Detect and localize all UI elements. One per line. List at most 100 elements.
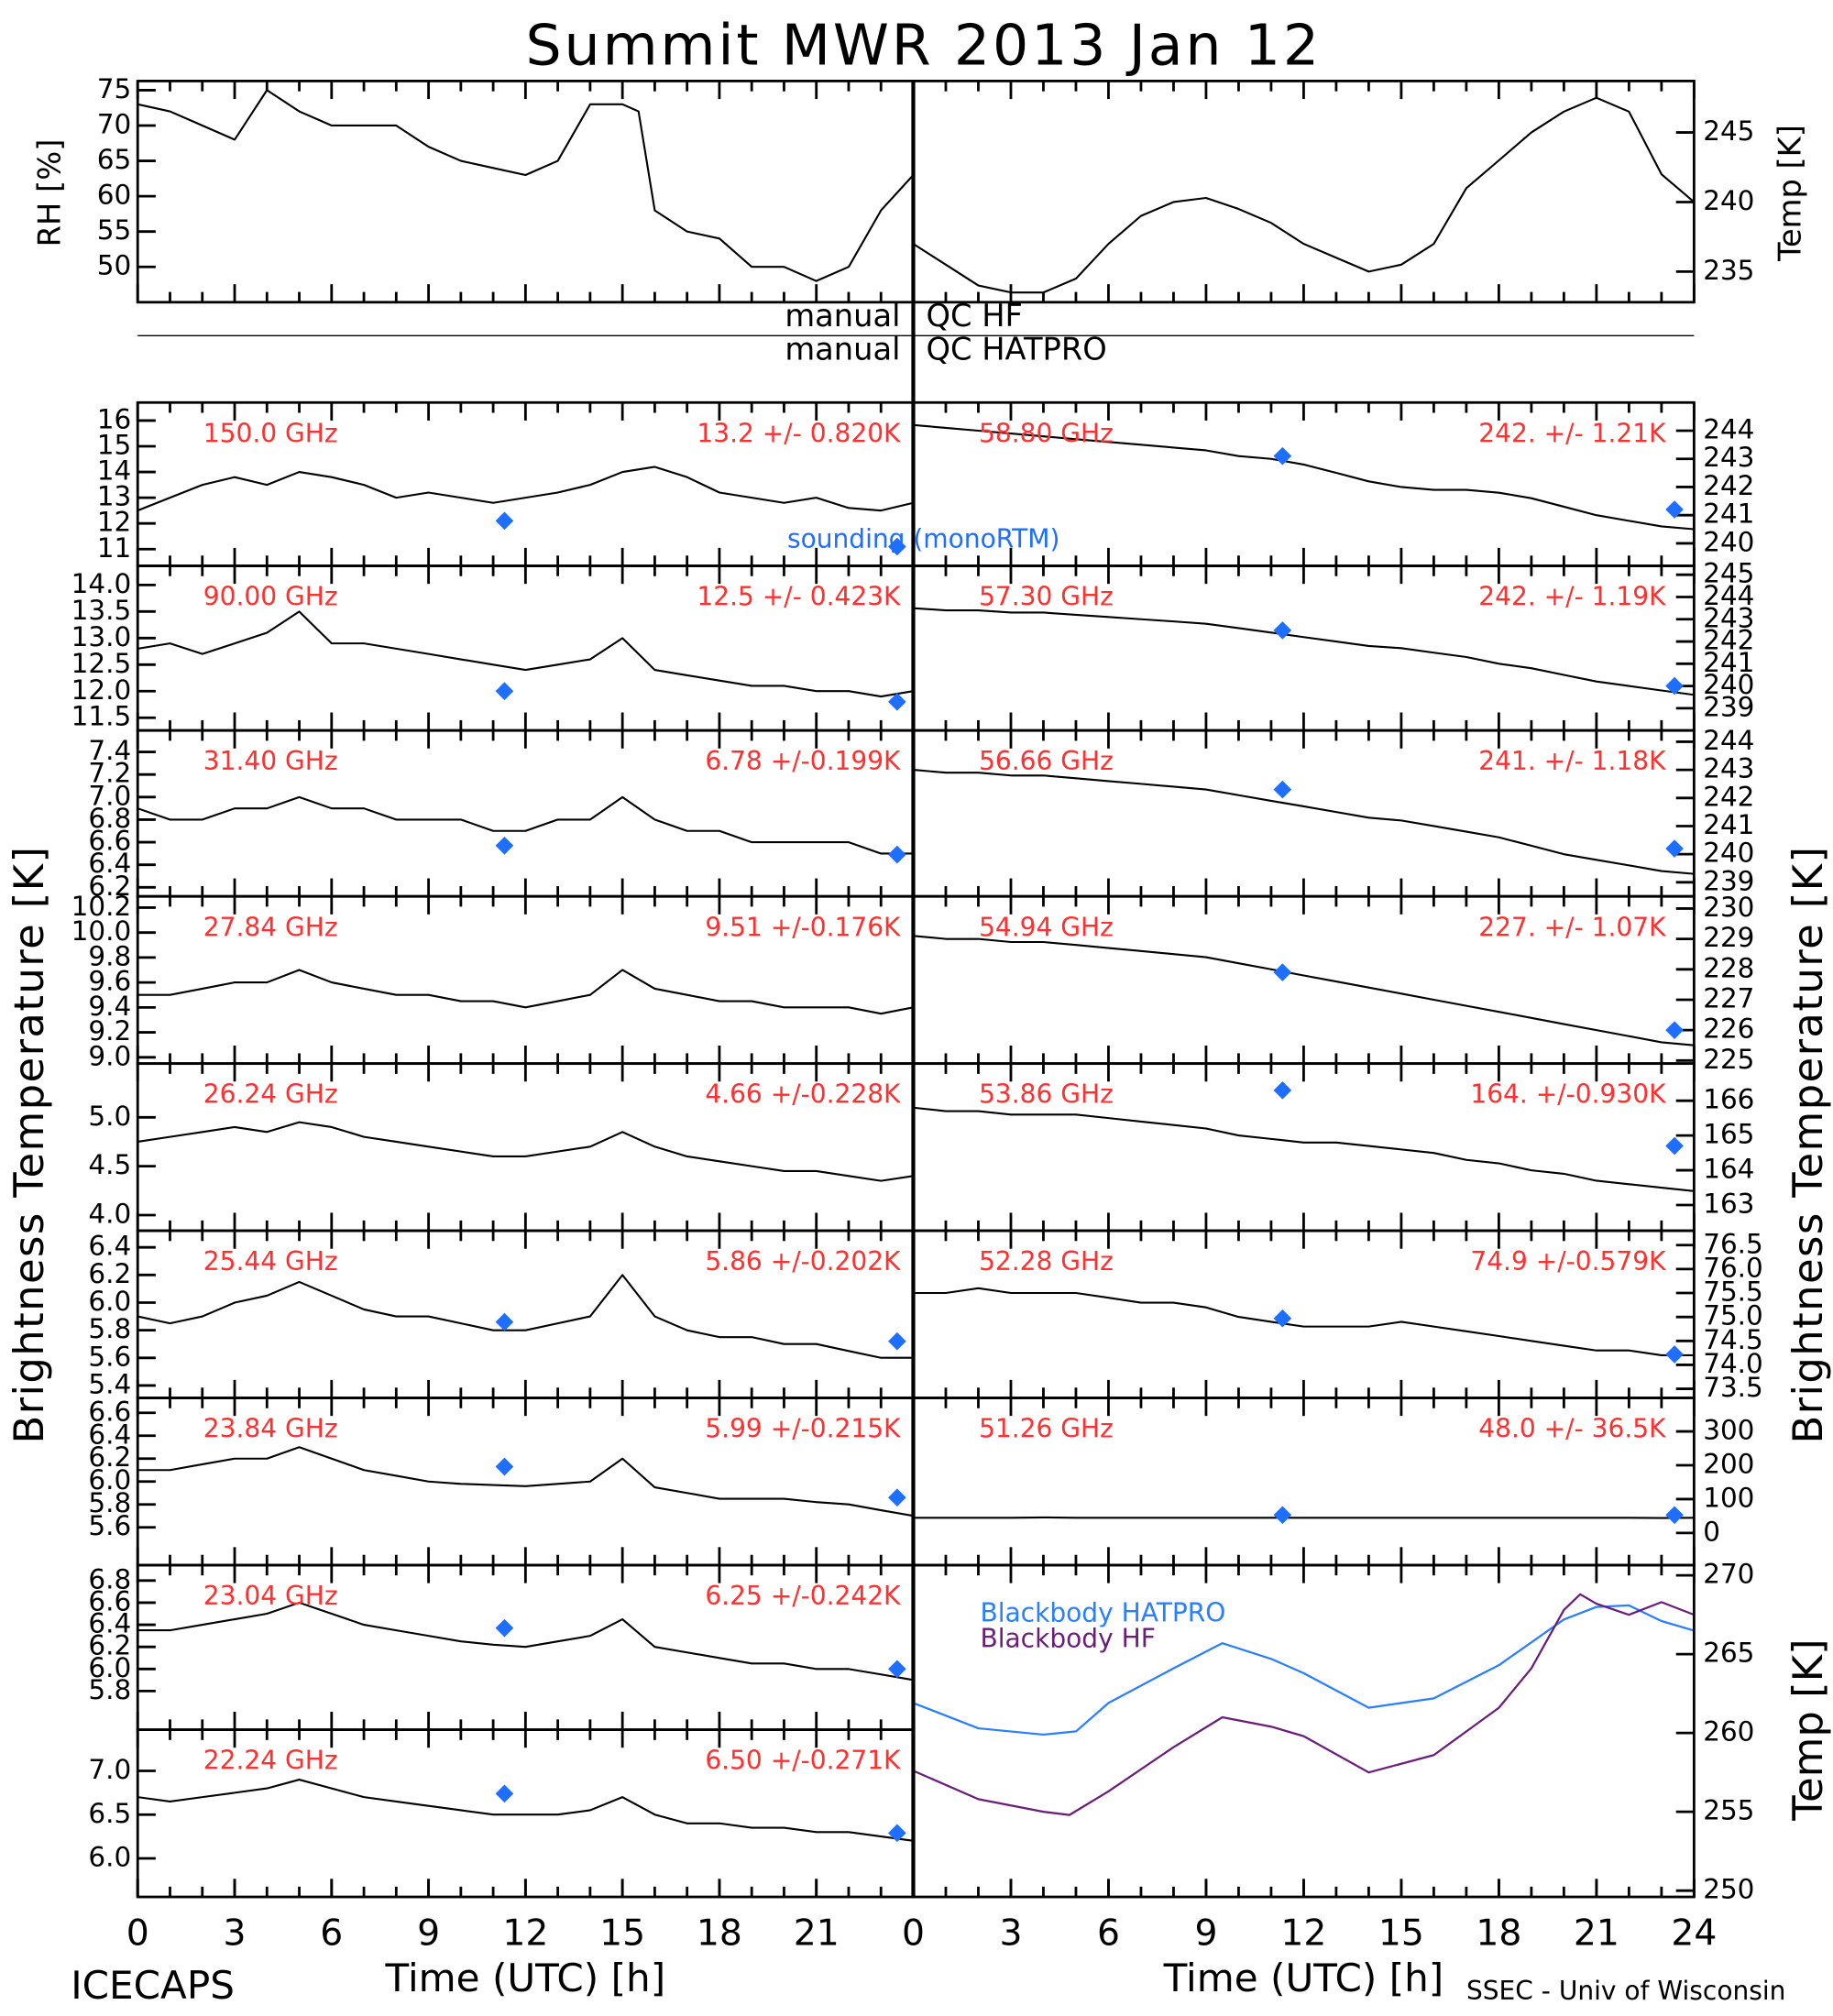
- sounding-marker: [495, 836, 514, 855]
- panel-annotation: 13.2 +/- 0.820K: [697, 418, 901, 448]
- y-tick-label: 265: [1703, 1638, 1754, 1669]
- y-axis-label: Brightness Temperature [K]: [5, 846, 53, 1444]
- sounding-marker: [1273, 621, 1292, 640]
- legend-entry: Blackbody HF: [980, 1623, 1155, 1653]
- panel-label: 26.24 GHz: [203, 1079, 338, 1110]
- qc-label: QC HATPRO: [927, 332, 1107, 367]
- sounding-marker: [1665, 1021, 1684, 1039]
- y-tick-label: 242: [1703, 781, 1754, 812]
- y-tick-label: 12.0: [71, 674, 132, 706]
- data-line: [137, 795, 914, 855]
- sounding-marker: [495, 1312, 514, 1331]
- data-line: [137, 89, 915, 282]
- x-tick-label: 9: [1194, 1913, 1217, 1955]
- y-tick-label: 225: [1703, 1044, 1754, 1075]
- sounding-marker: [888, 537, 906, 556]
- data-line: [912, 96, 1696, 294]
- panel-annotation: 241. +/- 1.18K: [1478, 746, 1666, 776]
- y-tick-label: 245: [1703, 558, 1754, 589]
- y-tick-label: 163: [1703, 1189, 1754, 1220]
- x-tick-label: 9: [417, 1913, 440, 1955]
- y-tick-label: 5.8: [88, 1313, 131, 1344]
- sounding-marker: [495, 1618, 514, 1638]
- x-tick-label: 12: [1280, 1913, 1326, 1955]
- y-tick-label: 164: [1703, 1154, 1754, 1185]
- y-tick-label: 13.0: [71, 621, 132, 652]
- sounding-marker: [495, 1784, 514, 1803]
- y-tick-label: 7.2: [88, 758, 131, 789]
- y-tick-label: 239: [1703, 865, 1754, 896]
- x-tick-label: 15: [599, 1913, 645, 1955]
- y-tick-label: 5.6: [88, 1341, 131, 1372]
- x-tick-label: 21: [1574, 1913, 1619, 1955]
- y-tick-label: 165: [1703, 1119, 1754, 1150]
- sounding-marker: [888, 1824, 906, 1843]
- y-tick-label: 11: [97, 532, 132, 564]
- data-line: [137, 466, 914, 512]
- y-tick-label: 5.0: [88, 1101, 131, 1132]
- y-tick-label: 6.0: [88, 1652, 131, 1683]
- data-line: [913, 769, 1695, 875]
- y-tick-label: 75.5: [1703, 1276, 1763, 1308]
- y-tick-label: 5.8: [88, 1674, 131, 1705]
- x-tick-label: 3: [999, 1913, 1022, 1955]
- y-tick-label: 6.2: [88, 1441, 131, 1473]
- panel-label: 90.00 GHz: [203, 582, 338, 612]
- data-line: [137, 1121, 914, 1182]
- panel-annotation: 48.0 +/- 36.5K: [1478, 1414, 1666, 1444]
- sounding-marker: [1665, 500, 1684, 519]
- data-line: [913, 1287, 1695, 1356]
- y-tick-label: 255: [1703, 1795, 1754, 1826]
- y-tick-label: 166: [1703, 1084, 1754, 1115]
- y-tick-label: 5.4: [88, 1368, 131, 1399]
- y-tick-label: 6.8: [88, 1563, 131, 1594]
- y-tick-label: 50: [97, 250, 132, 281]
- x-axis-label: Time (UTC) [h]: [385, 1956, 666, 2000]
- sounding-marker: [1273, 446, 1292, 466]
- y-tick-label: 9.4: [88, 991, 131, 1022]
- y-tick-label: 14: [97, 455, 132, 487]
- sounding-marker: [1273, 963, 1292, 981]
- y-tick-label: 7.0: [88, 1754, 131, 1785]
- panel-label: 150.0 GHz: [203, 418, 338, 448]
- y-tick-label: 244: [1703, 580, 1754, 611]
- y-tick-label: 5.6: [88, 1510, 131, 1541]
- y-tick-label: 10.0: [71, 915, 132, 947]
- y-tick-label: 14.0: [71, 568, 132, 599]
- panel-label: 52.28 GHz: [979, 1246, 1114, 1276]
- sounding-marker: [1665, 1345, 1684, 1364]
- y-axis-label: Brightness Temperature [K]: [1784, 846, 1832, 1444]
- footer-label: SSEC - Univ of Wisconsin: [1466, 1976, 1785, 2006]
- y-tick-label: 74.5: [1703, 1324, 1763, 1355]
- sounding-marker: [888, 1660, 906, 1679]
- sounding-marker: [495, 1457, 514, 1476]
- panel-label: 53.86 GHz: [979, 1079, 1114, 1110]
- panel-annotation: 5.99 +/-0.215K: [705, 1414, 901, 1444]
- y-axis-label: RH [%]: [32, 139, 68, 247]
- y-tick-label: 16: [97, 403, 132, 434]
- y-tick-label: 242: [1703, 470, 1754, 501]
- panel-annotation: 6.50 +/-0.271K: [705, 1746, 901, 1776]
- x-tick-label: 18: [1476, 1913, 1521, 1955]
- y-tick-label: 7.4: [88, 735, 131, 766]
- data-line: [137, 969, 914, 1015]
- panel-label: 58.80 GHz: [979, 418, 1114, 448]
- y-tick-label: 11.5: [71, 701, 132, 732]
- x-tick-label: 21: [794, 1913, 840, 1955]
- y-tick-label: 12: [97, 507, 132, 538]
- y-tick-label: 6.0: [88, 1464, 131, 1496]
- y-tick-label: 6.0: [88, 1842, 131, 1873]
- y-tick-label: 229: [1703, 922, 1754, 953]
- y-tick-label: 9.6: [88, 966, 131, 997]
- sounding-marker: [888, 1331, 906, 1351]
- x-axis-label: Time (UTC) [h]: [1163, 1956, 1444, 2000]
- figure-title: Summit MWR 2013 Jan 12: [526, 12, 1322, 78]
- data-line: [913, 935, 1695, 1046]
- sounding-marker: [888, 693, 906, 711]
- y-tick-label: 250: [1703, 1874, 1754, 1905]
- sounding-marker: [1273, 1309, 1292, 1328]
- panel-annotation: 227. +/- 1.07K: [1478, 912, 1666, 942]
- panel-label: 57.30 GHz: [979, 582, 1114, 612]
- y-tick-label: 65: [97, 144, 132, 175]
- data-line: [137, 1274, 914, 1359]
